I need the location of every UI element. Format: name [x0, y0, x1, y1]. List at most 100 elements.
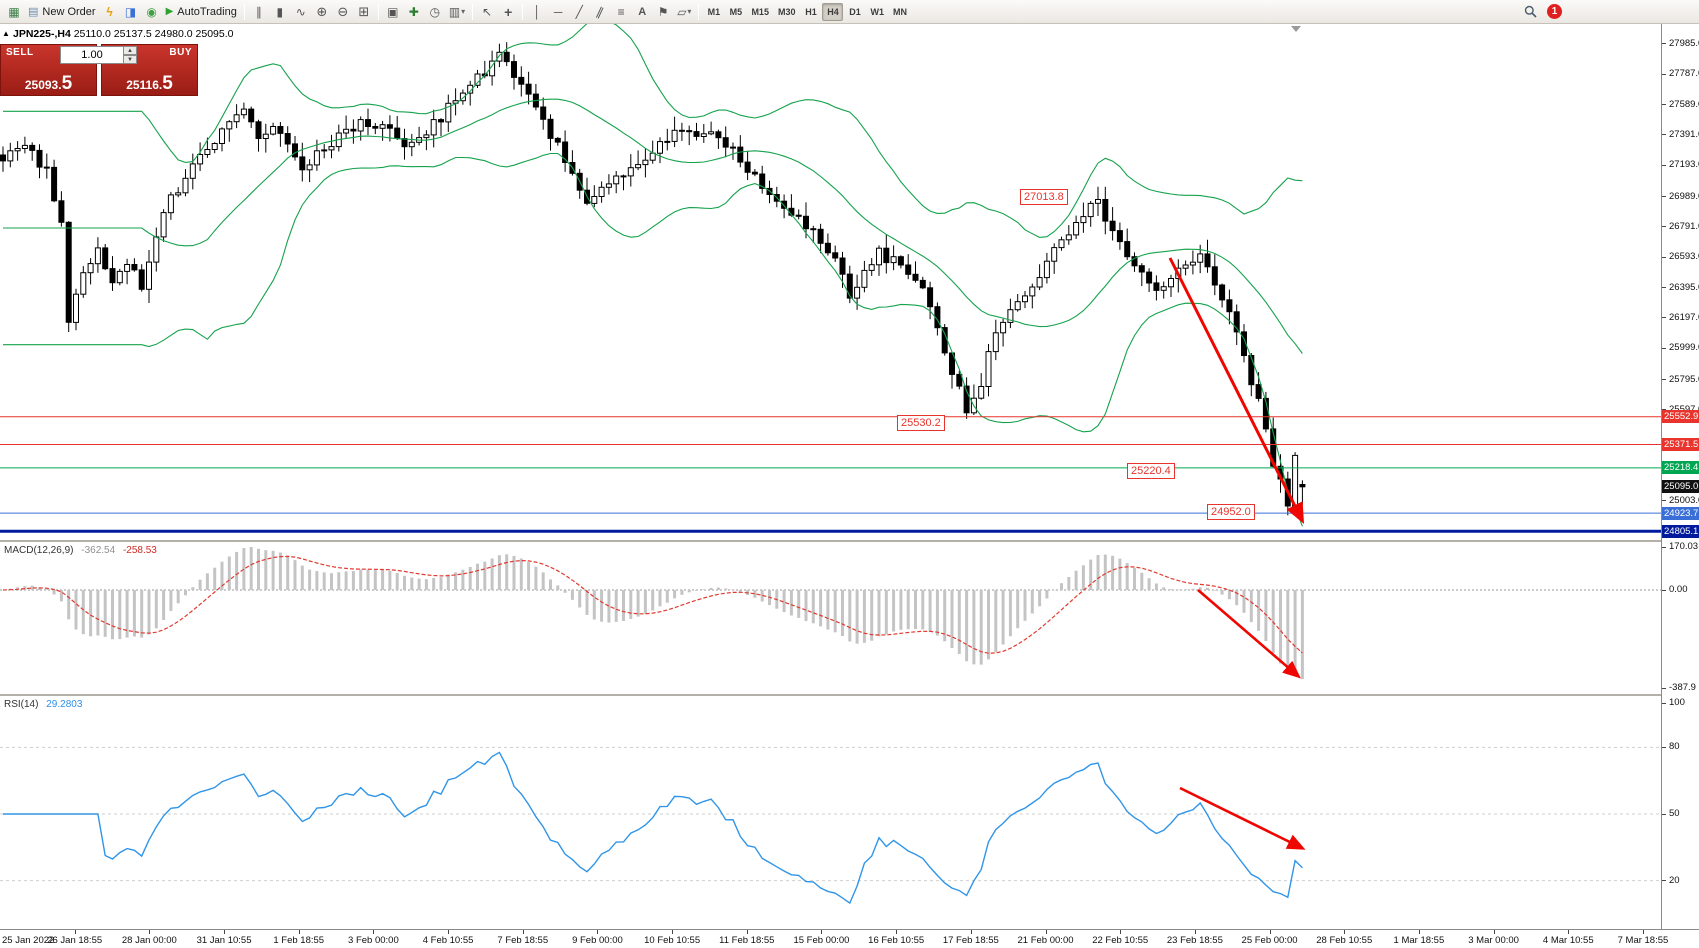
time-label: 4 Mar 10:55 — [1542, 935, 1594, 946]
time-tick — [1269, 930, 1271, 934]
label-tool-icon[interactable]: ⚑ — [657, 4, 669, 19]
time-label: 23 Feb 18:55 — [1166, 935, 1223, 946]
bull-candle — [1168, 278, 1174, 288]
new-chart-icon[interactable]: ▦ — [8, 4, 20, 19]
timeframe-h1-button[interactable]: H1 — [805, 6, 817, 17]
zoom-in-icon[interactable]: ⊕ — [316, 3, 328, 19]
bull-candle — [861, 269, 868, 288]
panel-separator[interactable] — [0, 694, 1699, 696]
timeframe-w1-button[interactable]: W1 — [870, 6, 884, 17]
bear-candle — [693, 131, 700, 137]
trendline-tool-icon[interactable]: ╱ — [575, 4, 583, 19]
bull-candle — [262, 133, 269, 139]
bear-candle — [401, 138, 408, 148]
one-click-collapse-arrow[interactable]: ▲ — [2, 29, 10, 38]
bear-candle — [751, 171, 758, 175]
bear-candle — [65, 221, 72, 323]
new-order-button[interactable]: ▤ New Order — [25, 2, 99, 22]
rsi-axis-label: 80 — [1669, 741, 1680, 753]
timeframe-m5-button[interactable]: M5 — [729, 6, 743, 17]
metaeditor-icon[interactable]: ϟ — [106, 4, 113, 19]
bull-candle — [708, 131, 715, 135]
sell-label: SELL — [6, 47, 34, 58]
arrange-windows-icon[interactable]: ▣ — [387, 4, 399, 19]
indicators-icon[interactable]: ✚ — [408, 4, 419, 19]
time-tick — [970, 930, 972, 934]
bear-candle — [678, 129, 685, 132]
autotrading-button[interactable]: ▶ AutoTrading — [163, 2, 240, 22]
bar-chart-icon[interactable]: ∥ — [255, 4, 262, 19]
crosshair-icon[interactable]: + — [504, 3, 513, 20]
line-chart-icon[interactable]: ∿ — [295, 4, 306, 19]
bull-candle — [620, 175, 627, 178]
bull-candle — [671, 129, 678, 142]
time-label: 28 Feb 10:55 — [1316, 935, 1373, 946]
bull-candle — [270, 126, 277, 135]
channel-tool-icon[interactable]: ∥ — [594, 3, 606, 20]
timeframe-mn-button[interactable]: MN — [892, 6, 907, 17]
price-tick-label: 26395.0 — [1669, 281, 1699, 293]
period-clock-icon[interactable]: ◷ — [429, 4, 441, 19]
main-chart[interactable] — [0, 24, 1661, 541]
volume-input[interactable] — [60, 46, 124, 64]
text-tool-icon[interactable]: A — [638, 5, 647, 18]
bear-candle — [36, 149, 43, 168]
toolbar-separator — [377, 3, 379, 20]
volume-box: ▲ ▼ — [60, 46, 138, 64]
chevron-down-icon: ▾ — [461, 7, 466, 16]
fibonacci-tool-icon[interactable]: ≡ — [617, 4, 625, 19]
bull-candle — [1014, 301, 1021, 311]
price-tick — [1662, 196, 1666, 198]
bull-candle — [306, 164, 313, 171]
templates-icon[interactable]: ▥ ▾ — [448, 4, 466, 19]
time-axis[interactable]: 25 Jan 2022 26 Jan 18:55 28 Jan 00:00 31 Ja… — [0, 929, 1699, 948]
price-tick — [1662, 347, 1666, 349]
bear-candle — [956, 373, 963, 387]
time-label: 28 Jan 00:00 — [121, 935, 177, 946]
one-click-trading-panel: SELL 25093.5 BUY 25116.5 ▲ ▼ — [0, 44, 198, 96]
timeframe-m1-button[interactable]: M1 — [707, 6, 721, 17]
timeframe-h4-button[interactable]: H4 — [822, 2, 844, 21]
terminal-icon[interactable]: ◨ — [124, 4, 137, 19]
volume-down-button[interactable]: ▼ — [124, 55, 137, 64]
panel-separator[interactable] — [0, 540, 1699, 542]
price-axis[interactable]: 27985.0 27787.0 27589.0 27391.0 27193.0 26989… — [1661, 0, 1699, 948]
shapes-tool-icon[interactable]: ▱ ▾ — [677, 4, 692, 19]
bull-candle — [657, 141, 663, 154]
price-tick-label: 27589.0 — [1669, 98, 1699, 110]
zoom-out-icon[interactable]: ⊖ — [337, 3, 349, 19]
price-text-label-25220.4[interactable]: 25220.4 — [1127, 463, 1175, 479]
bull-candle — [591, 196, 598, 204]
macd-signal-value: -258.53 — [122, 545, 157, 556]
candlestick-chart-icon[interactable]: ▮ — [276, 4, 284, 19]
community-icon[interactable]: ◉ — [146, 4, 157, 19]
timeframe-m30-button[interactable]: M30 — [777, 6, 796, 17]
price-text-label-27013.8[interactable]: 27013.8 — [1020, 189, 1068, 205]
timeframe-m15-button[interactable]: M15 — [751, 6, 769, 17]
price-text-label-25530.2[interactable]: 25530.2 — [897, 415, 945, 431]
time-label: 7 Feb 18:55 — [497, 935, 549, 946]
volume-up-button[interactable]: ▲ — [124, 46, 137, 55]
chart-shift-marker[interactable] — [1291, 26, 1301, 32]
bear-candle — [365, 119, 371, 127]
new-order-icon: ▤ — [28, 6, 39, 18]
rsi-panel[interactable] — [0, 696, 1661, 929]
cursor-icon[interactable]: ↖ — [482, 4, 493, 19]
bull-candle — [642, 159, 649, 166]
bear-candle — [919, 279, 926, 289]
price-text-label-24952.0[interactable]: 24952.0 — [1207, 504, 1255, 520]
timeframe-d1-button[interactable]: D1 — [849, 6, 861, 17]
notifications-badge[interactable]: 1 — [1547, 4, 1562, 19]
bear-candle — [795, 214, 802, 217]
horizontal-line-tool-icon[interactable]: ─ — [553, 4, 563, 19]
price-tick-label: 26989.0 — [1669, 190, 1699, 202]
bear-candle — [1131, 256, 1138, 267]
vertical-line-tool-icon[interactable]: │ — [533, 4, 541, 19]
macd-panel[interactable] — [0, 542, 1661, 695]
tile-windows-icon[interactable]: ⊞ — [358, 3, 370, 19]
bear-candle — [1211, 266, 1218, 286]
price-flag-24805.1: 24805.1 — [1662, 524, 1699, 538]
macd-axis-tick — [1662, 687, 1666, 689]
bull-candle — [496, 51, 503, 62]
search-icon[interactable] — [1520, 2, 1540, 22]
